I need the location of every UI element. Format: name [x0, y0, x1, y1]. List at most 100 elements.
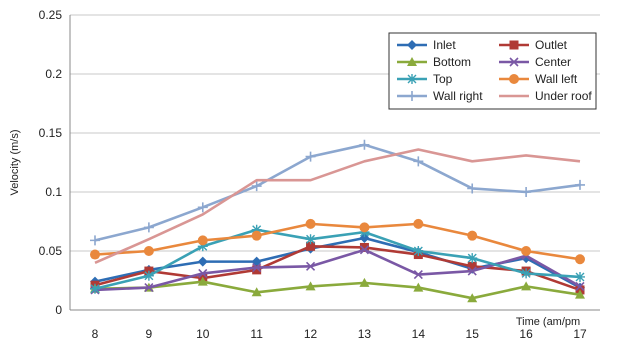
data-point-bottom — [197, 276, 208, 286]
series-line-bottom — [94, 280, 581, 300]
data-point-wall-left — [251, 230, 262, 241]
series-line-top — [94, 228, 581, 291]
legend-item-inlet: Inlet — [397, 38, 456, 52]
series-line-outlet — [94, 244, 581, 292]
legend-swatch-marker — [407, 40, 417, 50]
legend-swatch-marker — [509, 57, 519, 67]
data-point-wall-right — [90, 235, 100, 246]
data-point-center — [467, 266, 477, 276]
legend-label: Top — [433, 72, 453, 86]
series-line-wall-right — [94, 143, 581, 242]
x-tick-label: 16 — [519, 327, 533, 341]
axes — [69, 15, 600, 311]
legend-swatch-marker — [407, 91, 417, 101]
x-tick-label: 8 — [92, 327, 99, 341]
x-tick-label: 14 — [412, 327, 426, 341]
x-tick-label: 17 — [573, 327, 587, 341]
y-tick-label: 0.05 — [39, 244, 63, 258]
x-tick-label: 12 — [304, 327, 318, 341]
legend-item-top: Top — [397, 72, 453, 86]
series-wall-right — [90, 139, 585, 246]
data-point-top — [413, 246, 424, 256]
data-point-wall-right — [467, 183, 478, 194]
legend-item-outlet: Outlet — [499, 38, 568, 52]
x-tick-label: 13 — [358, 327, 372, 341]
data-point-bottom — [359, 277, 370, 287]
y-tick-label: 0.25 — [39, 8, 63, 22]
data-point-top — [305, 234, 316, 245]
data-point-wall-left — [467, 230, 478, 241]
series-under-roof — [94, 148, 581, 264]
data-point-wall-left — [413, 218, 424, 229]
data-point-wall-left — [575, 254, 585, 265]
data-point-inlet — [197, 256, 208, 267]
data-point-wall-right — [575, 179, 585, 190]
data-point-center — [575, 281, 585, 291]
y-tick-label: 0 — [55, 303, 62, 317]
data-point-top — [251, 224, 262, 235]
data-point-outlet — [359, 242, 369, 252]
data-point-top — [143, 270, 154, 281]
data-point-wall-right — [359, 139, 370, 150]
data-point-center — [252, 262, 262, 273]
legend-item-bottom: Bottom — [397, 55, 471, 69]
data-point-bottom — [575, 289, 585, 299]
data-point-wall-right — [197, 202, 208, 213]
data-point-wall-right — [305, 151, 316, 162]
y-tick-label: 0.1 — [45, 185, 62, 199]
x-tick-label: 9 — [146, 327, 153, 341]
series-bottom — [90, 276, 585, 303]
series-line-under-roof — [94, 148, 581, 264]
data-point-outlet — [252, 265, 262, 275]
legend-label: Under roof — [535, 89, 592, 103]
data-point-bottom — [413, 282, 424, 292]
data-point-wall-left — [359, 222, 370, 233]
legend-item-wall-right: Wall right — [397, 89, 483, 103]
legend-label: Outlet — [535, 38, 568, 52]
x-axis-title: Time (am/pm — [516, 316, 580, 328]
legend-label: Wall right — [433, 89, 483, 103]
y-tick-labels: 0 0.05 0.1 0.15 0.2 0.25 — [39, 8, 63, 317]
series-line-wall-left — [94, 222, 581, 261]
data-point-center — [198, 268, 208, 278]
data-point-center — [359, 245, 370, 255]
x-tick-label: 10 — [196, 327, 210, 341]
data-point-wall-right — [413, 156, 424, 167]
data-point-top — [90, 283, 100, 294]
y-tick-label: 0.2 — [45, 67, 62, 81]
y-tick-label: 0.15 — [39, 126, 63, 140]
data-point-outlet — [306, 241, 316, 251]
x-tick-labels: 8 9 10 11 12 13 14 15 16 17 — [92, 327, 587, 341]
legend-label: Inlet — [433, 38, 456, 52]
legend-swatch-marker — [509, 40, 519, 50]
legend-item-wall-left: Wall left — [499, 72, 578, 86]
legend-swatch-marker — [509, 74, 519, 84]
data-point-wall-right — [521, 187, 532, 197]
legend-item-center: Center — [499, 55, 571, 69]
series-wall-left — [90, 218, 585, 265]
legend-label: Wall left — [535, 72, 578, 86]
data-point-top — [197, 241, 208, 252]
y-axis-title: Velocity (m/s) — [9, 129, 21, 195]
legend-label: Center — [535, 55, 571, 69]
x-tick-label: 15 — [466, 327, 480, 341]
legend: Inlet Outlet Bottom Center Top Wall left Wall … — [388, 32, 597, 110]
data-point-bottom — [305, 281, 316, 291]
data-point-top — [521, 268, 532, 279]
data-point-top — [467, 253, 478, 264]
x-tick-label: 11 — [250, 327, 263, 341]
legend-item-under-roof: Under roof — [499, 89, 592, 103]
data-point-bottom — [467, 293, 478, 303]
data-point-center — [144, 283, 154, 293]
legend-swatch-marker — [407, 57, 417, 66]
data-point-wall-left — [90, 249, 100, 260]
data-point-top — [575, 271, 585, 282]
data-point-outlet — [467, 261, 477, 271]
data-point-wall-left — [197, 235, 208, 246]
legend-label: Bottom — [433, 55, 471, 69]
data-point-wall-left — [143, 246, 154, 256]
legend-swatch-marker — [407, 74, 417, 84]
data-point-wall-right — [251, 181, 262, 192]
data-point-center — [413, 270, 423, 280]
